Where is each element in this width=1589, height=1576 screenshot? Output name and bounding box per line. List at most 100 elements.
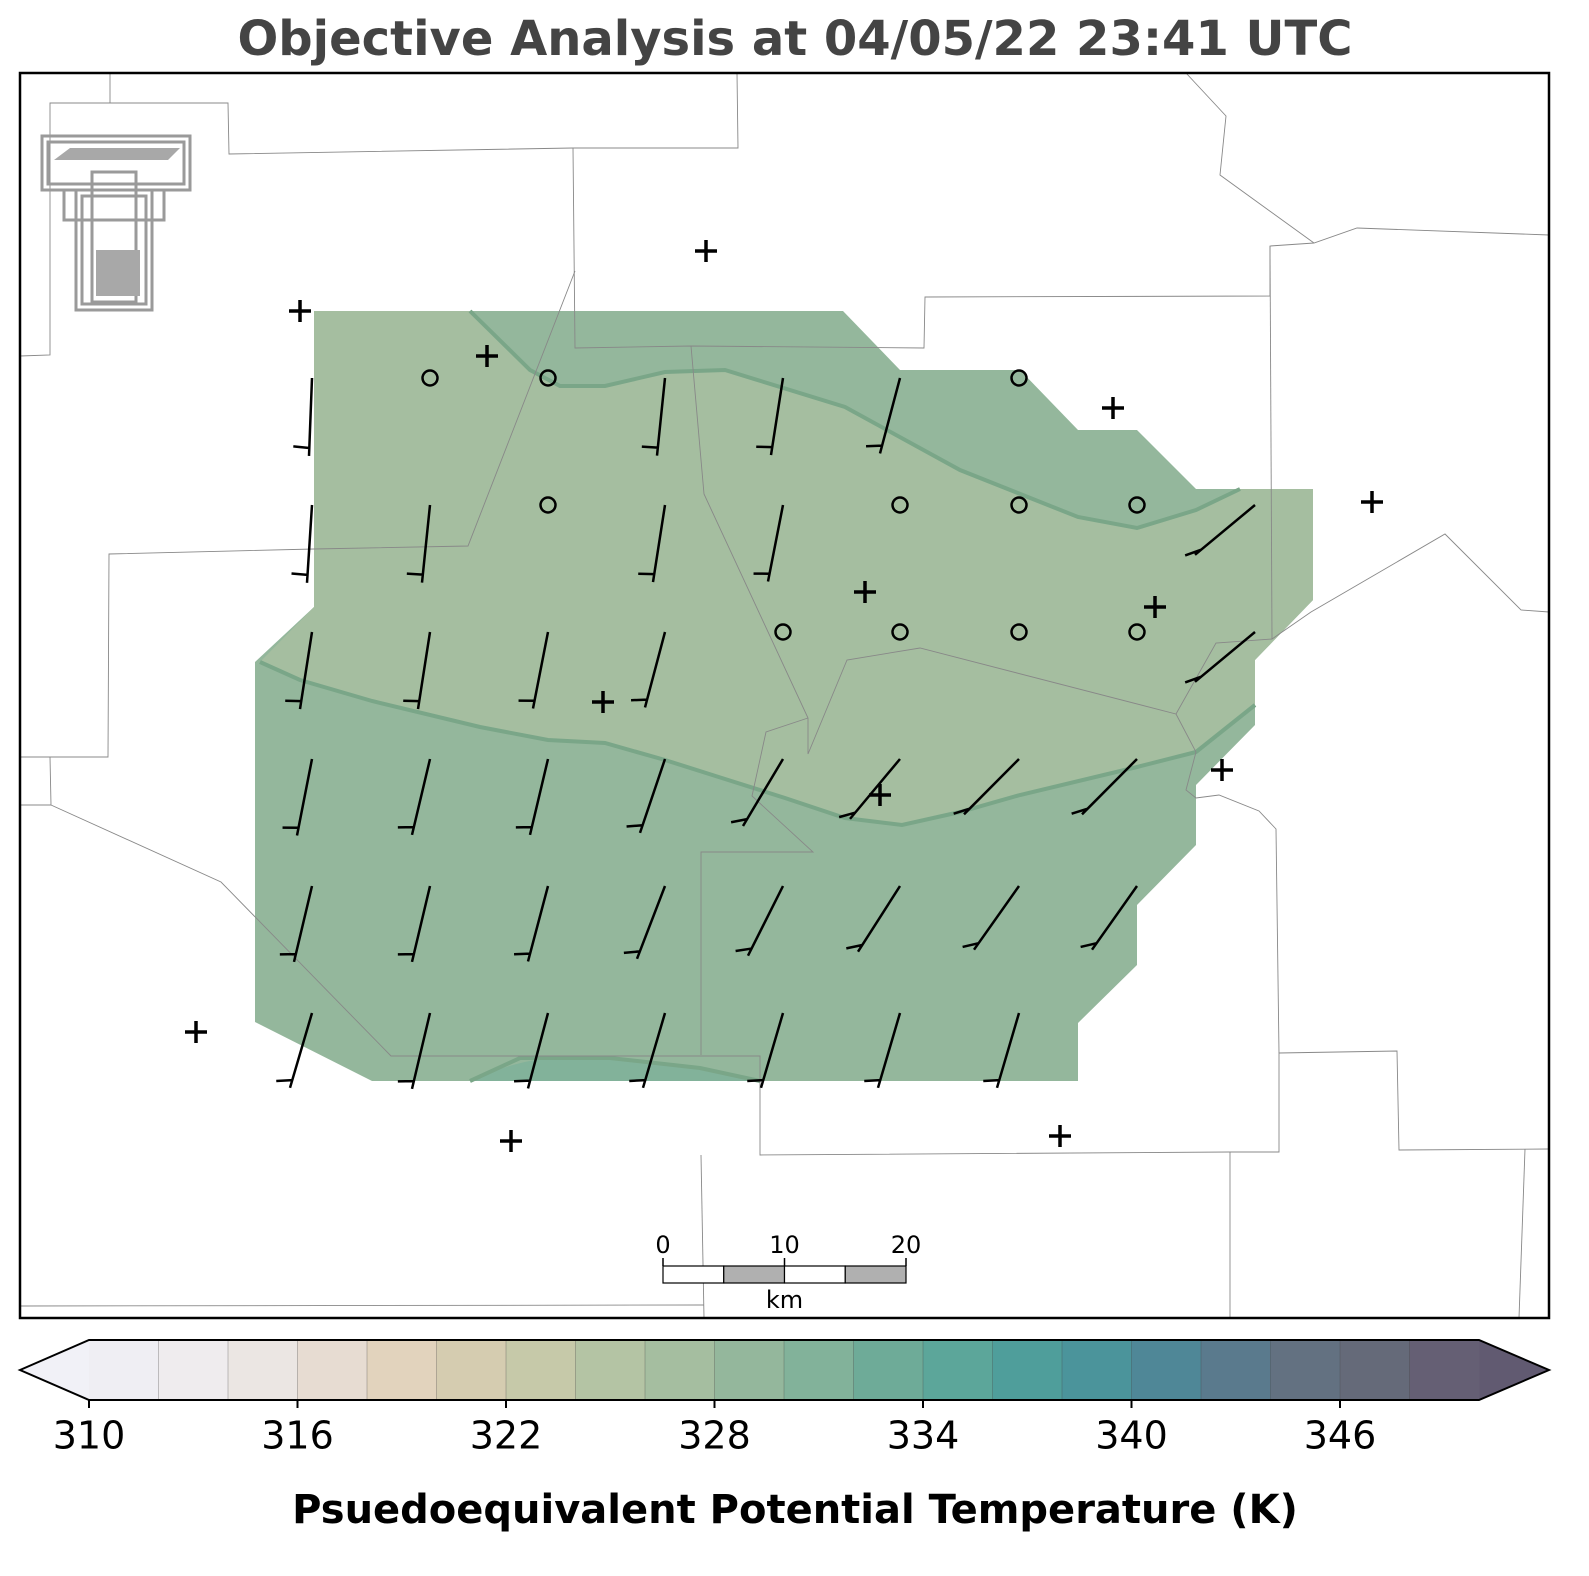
county-boundary (1518, 1148, 1526, 1319)
contour-line (468, 309, 1241, 531)
county-boundary (572, 147, 1550, 349)
wind-barb (623, 885, 667, 960)
calm-circle (421, 369, 439, 387)
wind-barb (397, 885, 432, 963)
scale-bar-segment (662, 1265, 725, 1284)
logo-part (54, 148, 180, 296)
colorbar-tick-label: 310 (53, 1414, 126, 1458)
wind-barb (1080, 885, 1139, 951)
county-boundary (700, 717, 815, 1055)
colorbar-segment (1340, 1340, 1410, 1400)
station-marker (289, 300, 311, 322)
logo-part (74, 188, 154, 312)
colorbar-segment (1201, 1340, 1271, 1400)
wind-barb (293, 377, 314, 456)
wind-barb (279, 885, 314, 963)
scale-bar-segment (844, 1265, 907, 1284)
wind-barb (514, 885, 550, 962)
colorbar-tick-label: 334 (887, 1414, 960, 1458)
colorbar-extend-max (1479, 1340, 1549, 1400)
contour-line (259, 660, 1257, 828)
wind-barb (864, 1012, 902, 1089)
wind-barb (626, 758, 667, 834)
colorbar-segment (1409, 1340, 1480, 1400)
contour-line (469, 1056, 761, 1083)
colorbar-segment (506, 1340, 576, 1400)
wind-barb (518, 631, 550, 709)
scale-bar-segment (723, 1265, 786, 1284)
wind-barb (756, 377, 785, 456)
colorbar-segment (992, 1340, 1063, 1400)
shaded-region (260, 311, 1313, 825)
wind-barb (514, 1012, 550, 1089)
wind-barb (735, 885, 785, 957)
calm-circle (1010, 623, 1028, 641)
colorbar-segment (714, 1340, 785, 1400)
colorbar-label: Psuedoequivalent Potential Temperature (… (292, 1487, 1298, 1533)
station-marker (500, 1130, 522, 1152)
logo (40, 134, 192, 312)
wind-barb (747, 1012, 785, 1089)
wind-barb (638, 504, 667, 583)
colorbar-segment (89, 1340, 159, 1400)
colorbar-tick-label: 322 (470, 1414, 543, 1458)
colorbar-segment (575, 1340, 646, 1400)
scale-bar-segment (783, 1265, 846, 1284)
calm-circle (1128, 623, 1146, 641)
wind-barb (515, 758, 550, 836)
colorbar-segment (645, 1340, 715, 1400)
shaded-region (470, 1058, 760, 1081)
calm-circle (539, 496, 557, 514)
map-frame (18, 71, 1551, 1320)
wind-barb (282, 758, 314, 836)
colorbar-segment (297, 1340, 368, 1400)
county-boundary (20, 270, 576, 758)
wind-barb (629, 1012, 667, 1089)
station-marker (185, 1021, 207, 1043)
calm-circle (1128, 496, 1146, 514)
colorbar-tick-label: 328 (678, 1414, 751, 1458)
county-boundary (19, 102, 110, 357)
colorbar-segment (853, 1340, 924, 1400)
colorbar-extend-min (20, 1340, 89, 1400)
station-marker (854, 581, 876, 603)
wind-barb (838, 758, 901, 820)
colorbar: 310 316 322 328 334 340 346 (17, 1339, 1552, 1458)
colorbar-segment (436, 1340, 507, 1400)
wind-barb (953, 758, 1020, 816)
scale-bar-label: 20 (891, 1231, 922, 1259)
county-boundary (700, 1154, 705, 1319)
county-boundary (1269, 245, 1273, 640)
wind-barb (866, 377, 902, 454)
wind-barb (730, 758, 785, 827)
wind-barb (285, 631, 314, 710)
station-marker (476, 345, 498, 367)
wind-barb (1184, 504, 1256, 557)
wind-barb (1184, 631, 1256, 684)
scale-bar-label: 10 (769, 1231, 800, 1259)
calm-circle (1010, 496, 1028, 514)
wind-barb (631, 631, 667, 708)
colorbar-segment (923, 1340, 993, 1400)
calm-circle (539, 369, 557, 387)
station-marker (869, 784, 891, 806)
calm-circle (1010, 369, 1028, 387)
station-marker (1144, 596, 1166, 618)
colorbar-segment (228, 1340, 298, 1400)
wind-barb (403, 631, 432, 710)
colorbar-segment (1062, 1340, 1132, 1400)
colorbar-tick-label: 340 (1095, 1414, 1168, 1458)
wind-barb (962, 885, 1021, 951)
wind-barb (753, 504, 785, 582)
wind-barb (276, 1012, 314, 1089)
logo-part (46, 140, 186, 186)
wind-barb (983, 1012, 1021, 1089)
wind-barb (406, 504, 432, 583)
wind-barb (397, 1012, 432, 1090)
calm-circle (891, 496, 909, 514)
logo-part (80, 194, 148, 306)
colorbar-segment (784, 1340, 854, 1400)
wind-barb (397, 758, 432, 836)
